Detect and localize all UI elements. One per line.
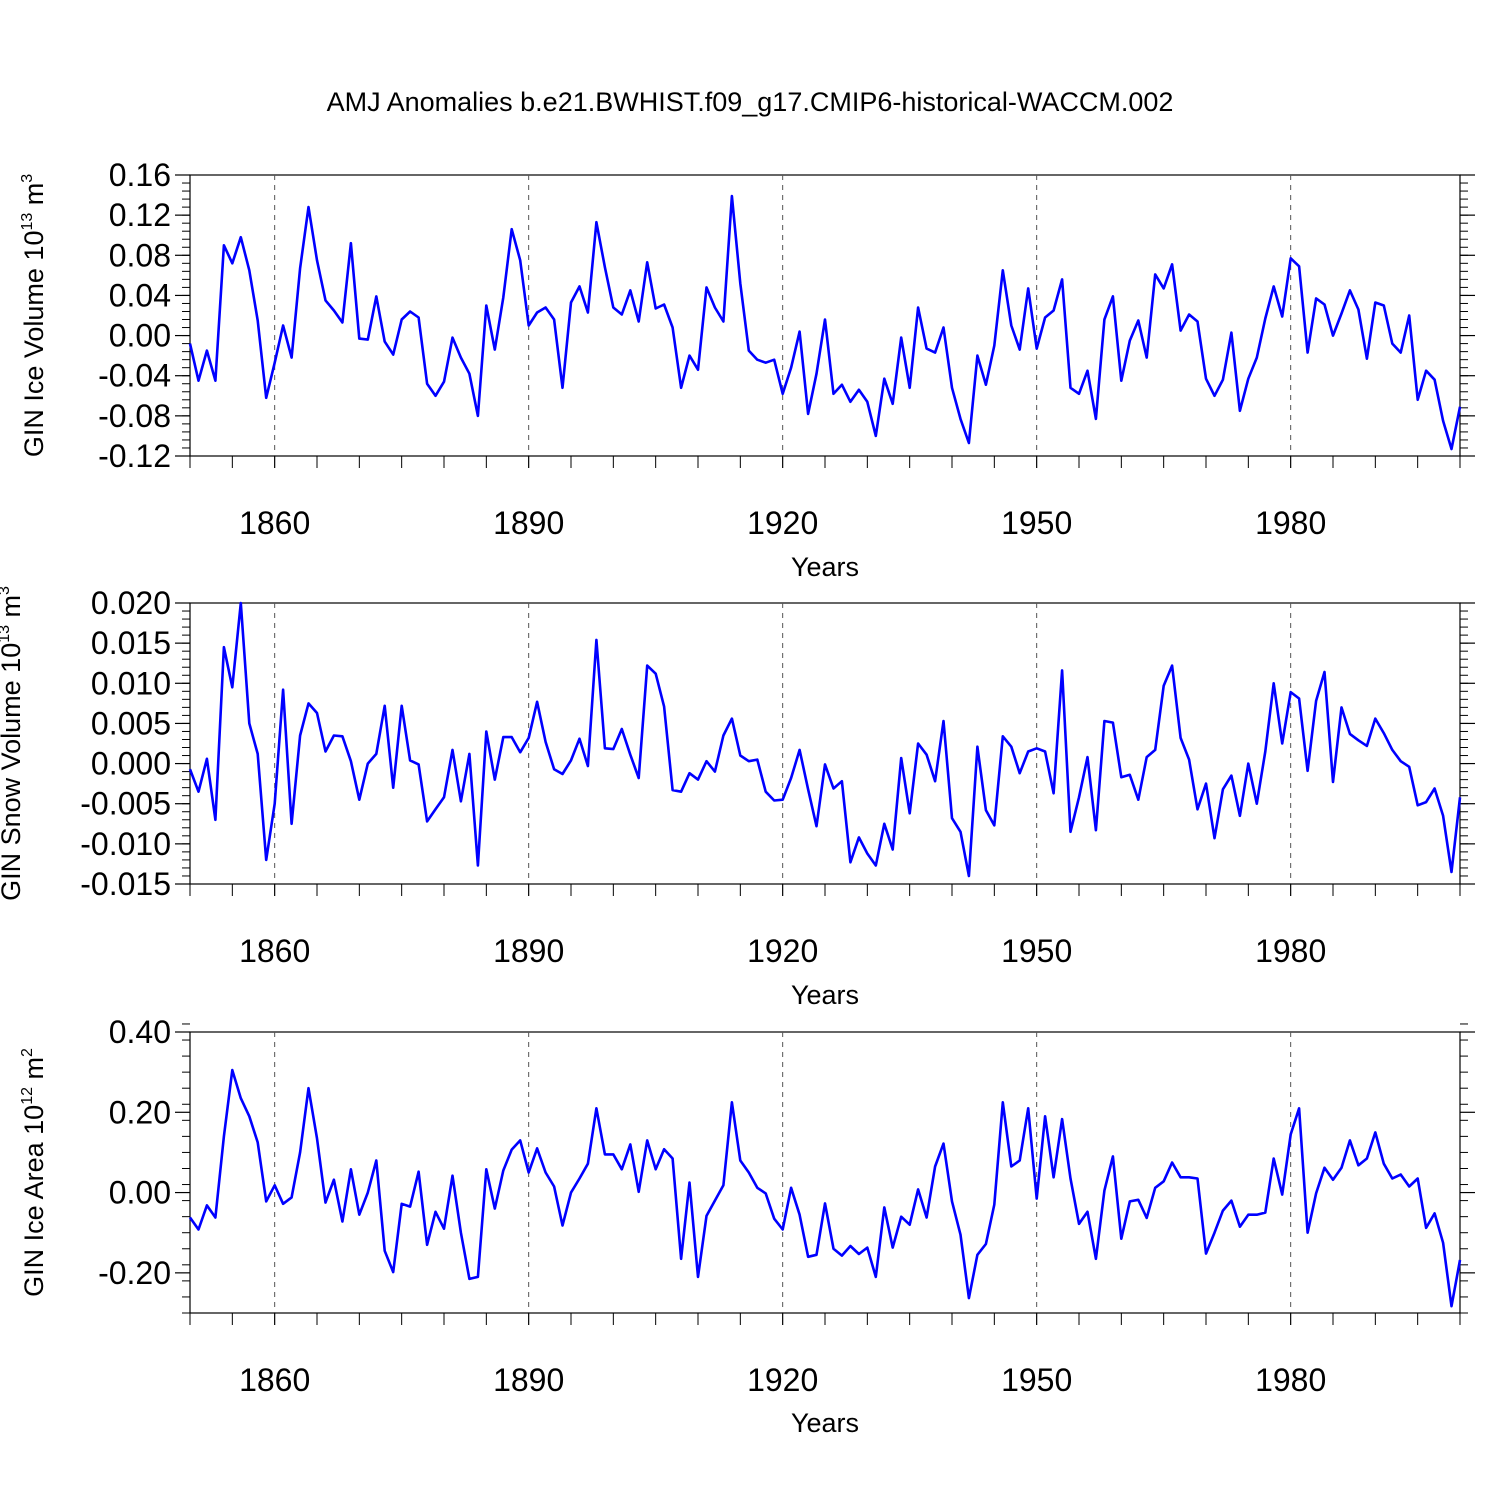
panel-ice-volume: 1860 1890 1920 1950 1980 0.16 0.12 0.08 0.04 0.00… (19, 157, 1475, 582)
series-line-ice-area (188, 1068, 1462, 1308)
x-axis-label: Years (791, 1408, 859, 1438)
y-tick-label: 0.16 (109, 157, 171, 193)
tick-labels: 1860 1890 1920 1950 1980 0.020 0.015 0.010 0.005… (80, 585, 1326, 969)
x-tick-label: 1980 (1255, 933, 1326, 969)
plot-frame (189, 602, 1461, 885)
y-tick-label: 0.00 (109, 318, 171, 354)
y-axis-label: GIN Ice Volume 1013 m3 (19, 174, 49, 457)
panel-ice-area: 1860 1890 1920 1950 1980 0.40 0.20 0.00 -0.20 Ye… (19, 1014, 1475, 1438)
y-tick-label: 0.04 (109, 277, 171, 313)
x-tick-label: 1860 (239, 1362, 310, 1398)
chart-title: AMJ Anomalies b.e21.BWHIST.f09_g17.CMIP6… (327, 87, 1174, 117)
y-tick-label: 0.20 (109, 1094, 171, 1130)
x-tick-label: 1890 (493, 505, 564, 541)
x-tick-label: 1980 (1255, 505, 1326, 541)
x-tick-label: 1860 (239, 933, 310, 969)
x-tick-label: 1890 (493, 933, 564, 969)
x-tick-label: 1920 (747, 933, 818, 969)
y-tick-label: -0.04 (98, 358, 171, 394)
y-tick-label: 0.12 (109, 197, 171, 233)
x-tick-label: 1950 (1001, 505, 1072, 541)
axis-ticks (175, 602, 1475, 896)
y-tick-label: 0.005 (91, 705, 171, 741)
panel-snow-volume: 1860 1890 1920 1950 1980 0.020 0.015 0.010 0.005… (0, 585, 1475, 1010)
tick-labels: 1860 1890 1920 1950 1980 0.16 0.12 0.08 0.04 0.00… (98, 157, 1326, 541)
axis-ticks (175, 174, 1475, 468)
x-grid (274, 1032, 1292, 1313)
axis-ticks (175, 1023, 1475, 1325)
x-axis-label: Years (791, 552, 859, 582)
y-tick-label: -0.20 (98, 1255, 171, 1291)
y-tick-label: -0.015 (80, 866, 171, 902)
y-tick-label: 0.010 (91, 665, 171, 701)
y-axis-label: GIN Ice Area 1012 m2 (19, 1048, 49, 1297)
x-tick-label: 1950 (1001, 933, 1072, 969)
y-tick-label: -0.005 (80, 786, 171, 822)
y-tick-label: -0.12 (98, 438, 171, 474)
x-tick-label: 1980 (1255, 1362, 1326, 1398)
series-line-snow-volume (188, 601, 1462, 878)
y-tick-label: 0.08 (109, 237, 171, 273)
plot-frame (189, 1031, 1461, 1314)
series-line-ice-volume (188, 194, 1462, 451)
x-tick-label: 1920 (747, 505, 818, 541)
tick-labels: 1860 1890 1920 1950 1980 0.40 0.20 0.00 -0.20 (98, 1014, 1326, 1398)
x-grid (274, 175, 1292, 456)
y-tick-label: 0.40 (109, 1014, 171, 1050)
y-tick-label: 0.020 (91, 585, 171, 621)
y-tick-label: -0.010 (80, 826, 171, 862)
x-tick-label: 1890 (493, 1362, 564, 1398)
x-axis-label: Years (791, 980, 859, 1010)
x-tick-label: 1920 (747, 1362, 818, 1398)
x-grid (274, 603, 1292, 884)
y-axis-label: GIN Snow Volume 1013 m3 (0, 586, 26, 901)
x-tick-label: 1950 (1001, 1362, 1072, 1398)
x-tick-label: 1860 (239, 505, 310, 541)
y-tick-label: 0.00 (109, 1175, 171, 1211)
y-tick-label: 0.000 (91, 746, 171, 782)
y-tick-label: -0.08 (98, 398, 171, 434)
y-tick-label: 0.015 (91, 625, 171, 661)
